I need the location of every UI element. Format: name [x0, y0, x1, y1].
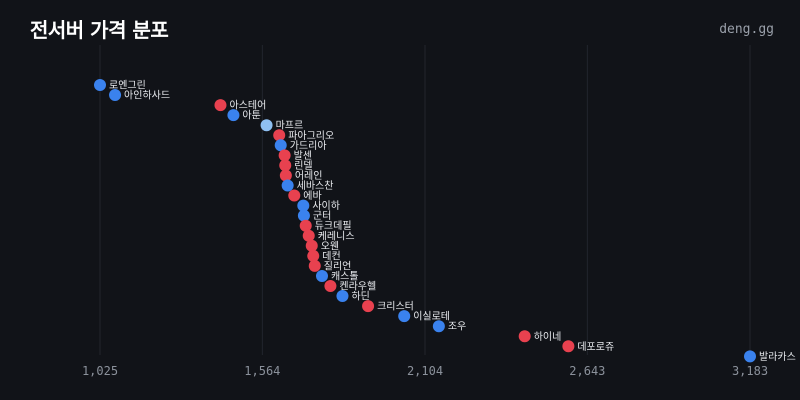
point-marker[interactable]	[297, 209, 310, 222]
point-marker[interactable]	[305, 239, 318, 252]
data-point[interactable]: 가드리아	[274, 139, 327, 152]
point-label: 조우	[448, 321, 466, 333]
point-label: 데포로쥬	[577, 341, 614, 353]
data-point[interactable]: 마프르	[260, 119, 304, 132]
data-point[interactable]: 켄라우헬	[324, 280, 376, 293]
data-point[interactable]: 하이네	[518, 330, 562, 343]
x-tick-label: 1,564	[244, 364, 280, 378]
point-marker[interactable]	[315, 269, 328, 282]
data-point[interactable]: 린델	[279, 159, 313, 172]
data-point[interactable]: 에바	[288, 189, 322, 203]
point-marker[interactable]	[260, 119, 273, 132]
point-marker[interactable]	[307, 249, 320, 262]
point-label: 에바	[303, 190, 321, 202]
point-marker[interactable]	[273, 129, 286, 142]
point-label: 린델	[294, 160, 312, 172]
data-point[interactable]: 오웬	[305, 239, 339, 252]
data-point[interactable]: 발센	[278, 149, 312, 162]
point-label: 하이네	[534, 330, 562, 343]
point-marker[interactable]	[362, 300, 375, 313]
point-label: 켄라우헬	[339, 281, 376, 293]
point-marker[interactable]	[302, 229, 315, 242]
point-marker[interactable]	[432, 320, 445, 333]
point-marker[interactable]	[279, 159, 292, 172]
brand-label: deng.gg	[719, 22, 774, 37]
point-marker[interactable]	[324, 280, 337, 292]
x-tick-label: 2,104	[407, 364, 443, 378]
point-label: 하딘	[351, 290, 369, 303]
point-label: 파아그리오	[288, 130, 334, 142]
x-axis: 1,025 1,564 2,104 2,643 3,183	[82, 364, 768, 378]
point-marker[interactable]	[297, 199, 310, 212]
data-point[interactable]: 데포로쥬	[562, 340, 614, 353]
point-label: 발센	[294, 150, 312, 162]
data-point[interactable]: 듀크데필	[299, 219, 352, 233]
data-point[interactable]: 케레니스	[302, 229, 355, 243]
data-point[interactable]: 크리스터	[362, 300, 414, 313]
page-title: 전서버 가격 분포	[30, 18, 169, 42]
data-point[interactable]: 세바스찬	[281, 179, 334, 193]
data-point[interactable]: 데컨	[307, 249, 341, 263]
data-point[interactable]: 사이하	[297, 199, 340, 212]
point-label: 이실로테	[413, 311, 450, 323]
point-label: 사이하	[312, 199, 340, 212]
point-label: 듀크데필	[315, 220, 352, 232]
point-label: 마프르	[276, 120, 304, 132]
data-point[interactable]: 질리언	[308, 259, 352, 273]
data-point[interactable]: 로엔그린	[94, 79, 146, 92]
point-label: 군터	[313, 210, 331, 222]
point-marker[interactable]	[562, 340, 575, 353]
point-marker[interactable]	[744, 350, 756, 363]
point-marker[interactable]	[281, 179, 294, 192]
point-marker[interactable]	[336, 290, 349, 303]
data-point[interactable]: 아인하사드	[109, 89, 170, 102]
point-label: 데컨	[322, 250, 340, 262]
x-tick-label: 1,025	[82, 364, 118, 378]
point-label: 가드리아	[290, 140, 327, 152]
point-label: 로엔그린	[109, 80, 146, 92]
point-label: 아스테어	[229, 100, 266, 112]
point-marker[interactable]	[214, 99, 227, 112]
point-label: 케레니스	[318, 230, 355, 242]
x-tick-label: 2,643	[569, 364, 605, 378]
data-point[interactable]: 발라카스	[744, 350, 796, 363]
data-point[interactable]: 이실로테	[398, 310, 450, 323]
point-layer: 로엔그린아인하사드아스테어아툰마프르파아그리오가드리아발센린델어레인세바스찬에바…	[94, 79, 796, 363]
point-marker[interactable]	[279, 169, 292, 182]
point-marker[interactable]	[278, 149, 291, 162]
point-marker[interactable]	[299, 219, 312, 232]
point-marker[interactable]	[308, 259, 321, 272]
point-marker[interactable]	[227, 109, 240, 122]
point-label: 아인하사드	[124, 89, 170, 102]
data-point[interactable]: 어레인	[279, 169, 323, 182]
data-point[interactable]: 조우	[432, 320, 466, 333]
point-label: 오웬	[321, 239, 339, 252]
point-label: 크리스터	[377, 301, 414, 313]
point-label: 아툰	[242, 110, 260, 122]
data-point[interactable]: 아툰	[227, 109, 261, 122]
point-label: 발라카스	[759, 351, 796, 363]
data-point[interactable]: 캐스톨	[315, 269, 359, 283]
point-label: 세바스찬	[297, 180, 334, 192]
point-marker[interactable]	[398, 310, 411, 323]
point-label: 질리언	[324, 260, 352, 272]
point-marker[interactable]	[518, 330, 531, 343]
x-tick-label: 3,183	[732, 364, 768, 378]
data-point[interactable]: 파아그리오	[273, 129, 334, 142]
grid-layer	[99, 45, 751, 355]
data-point[interactable]: 아스테어	[214, 99, 266, 112]
point-label: 어레인	[295, 170, 323, 182]
point-label: 캐스톨	[331, 270, 359, 282]
point-marker[interactable]	[274, 139, 287, 152]
data-point[interactable]: 군터	[297, 209, 331, 223]
point-marker[interactable]	[109, 89, 122, 102]
point-marker[interactable]	[94, 79, 106, 91]
data-point[interactable]: 하딘	[336, 290, 370, 303]
point-marker[interactable]	[288, 189, 301, 202]
